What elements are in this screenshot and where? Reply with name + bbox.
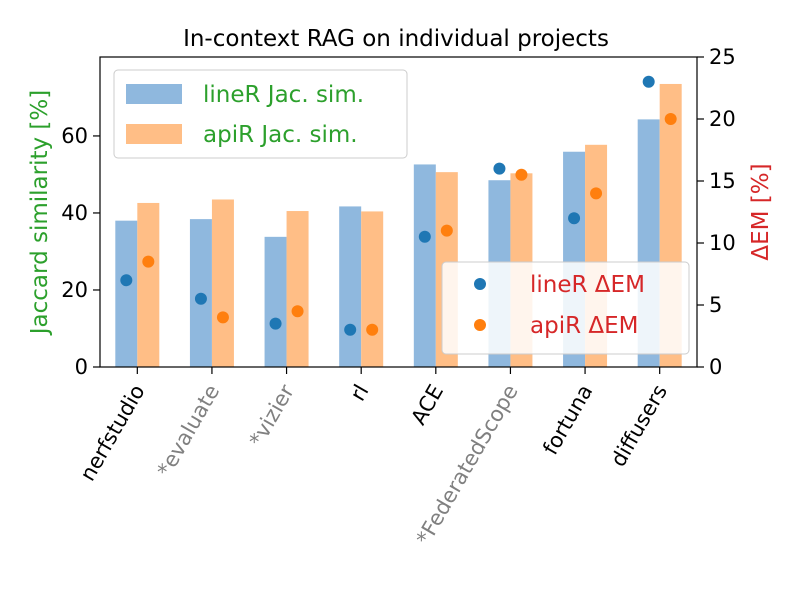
point-apir-evaluate xyxy=(216,311,229,324)
point-apir-federatedscope xyxy=(515,168,528,181)
bar-liner-vizier xyxy=(264,236,287,367)
x-tick-label-ace: ACE xyxy=(406,381,448,429)
legend-points: lineR ΔEM apiR ΔEM xyxy=(441,261,690,355)
y2-tick-label: 20 xyxy=(709,107,736,131)
y2-tick-label: 10 xyxy=(709,231,736,255)
point-apir-ace xyxy=(440,224,453,237)
point-liner-federatedscope xyxy=(493,162,506,175)
point-apir-fortuna xyxy=(590,187,603,200)
x-tick-label-fortuna: fortuna xyxy=(538,381,597,459)
bar-apir-rl xyxy=(361,211,384,367)
legend-label-apir-bar: apiR Jac. sim. xyxy=(203,122,358,148)
points-layer xyxy=(120,75,677,336)
point-liner-vizier xyxy=(269,317,282,330)
bar-apir-evaluate xyxy=(211,199,234,367)
bar-liner-nerfstudio xyxy=(115,220,138,367)
point-liner-diffusers xyxy=(642,75,655,88)
y-tick-label: 20 xyxy=(61,278,88,302)
point-apir-nerfstudio xyxy=(142,255,155,268)
x-axis: nerfstudio *evaluate *vizier rl ACE*Federate… xyxy=(75,367,672,549)
y2-tick-label: 15 xyxy=(709,169,736,193)
y-tick-label: 60 xyxy=(61,124,88,148)
point-liner-evaluate xyxy=(194,292,207,305)
x-tick-label-rl: rl xyxy=(345,381,373,406)
y-axis-right: 0 5 10 15 20 25 xyxy=(697,45,736,379)
legend-marker-apir-point xyxy=(474,319,486,331)
legend-label-apir-point: apiR ΔEM xyxy=(530,313,639,339)
bar-liner-ace xyxy=(413,164,436,367)
bar-apir-nerfstudio xyxy=(137,202,160,367)
y2-tick-label: 25 xyxy=(709,45,736,69)
bar-liner-rl xyxy=(339,206,362,367)
legend-swatch-apir-bar xyxy=(126,124,182,144)
legend-label-liner-point: lineR ΔEM xyxy=(530,272,645,298)
bar-apir-vizier xyxy=(286,211,309,367)
legend-bars: lineR Jac. sim. apiR Jac. sim. xyxy=(113,69,408,159)
chart-title: In-context RAG on individual projects xyxy=(183,26,609,52)
point-apir-diffusers xyxy=(664,113,677,125)
legend-label-liner-bar: lineR Jac. sim. xyxy=(203,82,364,108)
point-apir-rl xyxy=(366,323,379,336)
point-liner-rl xyxy=(344,323,357,336)
x-tick-label-diffusers: diffusers xyxy=(606,381,672,471)
x-tick-label-evaluate: *evaluate xyxy=(153,381,225,481)
y2-axis-label: ΔEM [%] xyxy=(748,163,774,260)
legend-swatch-liner-bar xyxy=(126,84,182,104)
y-tick-label: 0 xyxy=(75,355,88,379)
plot-frame xyxy=(99,56,698,368)
point-liner-nerfstudio xyxy=(120,274,133,287)
legend-marker-liner-point xyxy=(474,278,486,290)
y2-tick-label: 5 xyxy=(709,293,722,317)
x-tick-label-vizier: *vizier xyxy=(245,380,300,450)
y-tick-label: 40 xyxy=(61,201,88,225)
x-tick-label-nerfstudio: nerfstudio xyxy=(75,381,149,485)
legend-points-box xyxy=(441,261,690,355)
point-apir-vizier xyxy=(291,305,304,318)
y-axis-left: 0 20 40 60 xyxy=(61,124,100,379)
point-liner-ace xyxy=(418,230,431,243)
y2-tick-label: 0 xyxy=(709,355,722,379)
point-liner-fortuna xyxy=(568,212,581,225)
y-axis-label: Jaccard similarity [%] xyxy=(27,90,53,336)
legend-bars-box xyxy=(113,69,408,159)
